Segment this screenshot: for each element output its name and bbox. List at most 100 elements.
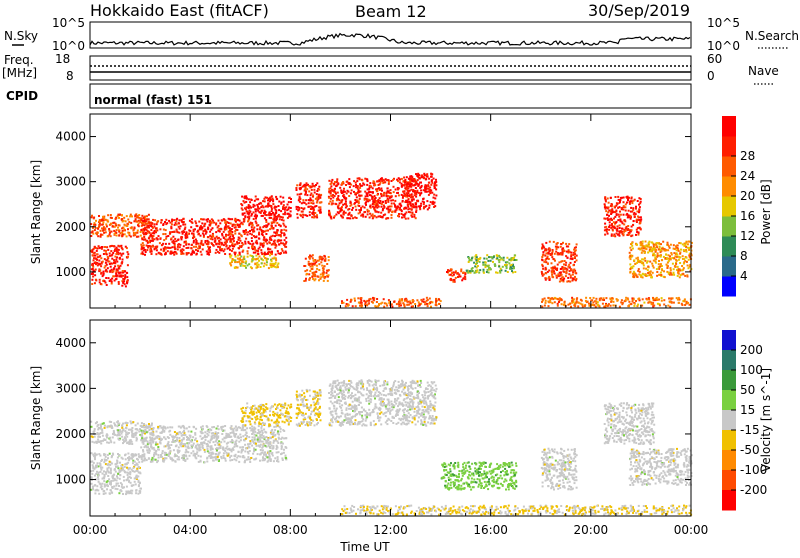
power-echo-cell: [91, 283, 93, 285]
power-echo-cell: [381, 195, 383, 197]
power-echo-cell: [316, 202, 318, 204]
power-echo-cell: [193, 240, 195, 242]
power-echo-cell: [113, 268, 115, 270]
power-echo-cell: [391, 211, 393, 213]
velocity-echo-cell: [105, 456, 107, 458]
power-echo-cell: [348, 213, 350, 215]
power-echo-cell: [238, 247, 240, 249]
power-echo-cell: [418, 304, 420, 306]
power-echo-cell: [314, 279, 316, 281]
power-echo-cell: [335, 185, 337, 187]
power-echo-cell: [298, 198, 300, 200]
power-echo-cell: [663, 270, 665, 272]
power-echo-cell: [337, 211, 339, 213]
velocity-echo-cell: [199, 444, 201, 446]
power-echo-cell: [184, 241, 186, 243]
power-echo-cell: [354, 300, 356, 302]
velocity-echo-cell: [102, 478, 104, 480]
power-echo-cell: [556, 277, 558, 279]
power-echo-cell: [629, 255, 631, 257]
power-echo-cell: [260, 249, 262, 251]
power-echo-cell: [230, 233, 232, 235]
power-echo-cell: [360, 215, 362, 217]
power-echo-cell: [238, 233, 240, 235]
power-echo-cell: [143, 233, 145, 235]
power-echo-cell: [670, 267, 672, 269]
power-echo-cell: [271, 208, 273, 210]
velocity-echo-cell: [135, 424, 137, 426]
power-echo-cell: [550, 254, 552, 256]
power-echo-cell: [392, 179, 394, 181]
power-echo-cell: [686, 261, 688, 263]
power-echo-cell: [572, 254, 574, 256]
power-echo-cell: [345, 207, 347, 209]
power-echo-cell: [658, 242, 660, 244]
power-echo-cell: [663, 304, 665, 306]
power-echo-cell: [157, 220, 159, 222]
power-echo-cell: [280, 210, 282, 212]
velocity-echo-cell: [151, 423, 153, 425]
power-echo-cell: [582, 305, 584, 307]
velocity-echo-cell: [108, 472, 110, 474]
power-echo-cell: [111, 245, 113, 247]
power-echo-cell: [265, 226, 267, 228]
power-echo-cell: [145, 223, 147, 225]
power-echo-cell: [355, 206, 357, 208]
power-echo-cell: [496, 257, 498, 259]
power-echo-region: [541, 241, 578, 283]
power-echo-cell: [374, 184, 376, 186]
power-echo-cell: [669, 306, 671, 308]
power-echo-cell: [638, 261, 640, 263]
power-echo-cell: [628, 305, 630, 307]
power-echo-cell: [310, 206, 312, 208]
power-echo-cell: [253, 235, 255, 237]
velocity-echo-cell: [106, 433, 108, 435]
velocity-echo-cell: [110, 471, 112, 473]
power-echo-cell: [609, 298, 611, 300]
power-echo-cell: [205, 231, 207, 233]
power-echo-cell: [209, 224, 211, 226]
power-echo-cell: [118, 217, 120, 219]
power-echo-cell: [653, 305, 655, 307]
power-echo-cell: [200, 235, 202, 237]
power-echo-cell: [99, 223, 101, 225]
power-echo-region: [90, 245, 129, 288]
power-echo-cell: [142, 247, 144, 249]
power-echo-cell: [211, 242, 213, 244]
power-echo-cell: [662, 241, 664, 243]
power-echo-cell: [275, 254, 277, 256]
power-echo-cell: [130, 222, 132, 224]
power-echo-cell: [118, 224, 120, 226]
velocity-echo-cell: [91, 477, 93, 479]
power-echo-cell: [406, 194, 408, 196]
velocity-echo-cell: [137, 459, 139, 461]
power-echo-cell: [648, 245, 650, 247]
power-echo-cell: [607, 217, 609, 219]
power-echo-cell: [131, 226, 133, 228]
velocity-echo-cell: [104, 427, 106, 429]
power-echo-cell: [122, 234, 124, 236]
power-echo-cell: [411, 208, 413, 210]
power-echo-cell: [133, 220, 135, 222]
power-echo-cell: [411, 212, 413, 214]
power-echo-cell: [240, 265, 242, 267]
power-echo-cell: [246, 198, 248, 200]
power-echo-cell: [309, 211, 311, 213]
power-echo-cell: [262, 226, 264, 228]
power-echo-cell: [362, 216, 364, 218]
velocity-echo-cell: [94, 492, 96, 494]
velocity-echo-cell: [91, 426, 93, 428]
power-echo-cell: [542, 251, 544, 253]
power-echo-cell: [376, 298, 378, 300]
power-echo-cell: [377, 199, 379, 201]
power-echo-cell: [624, 219, 626, 221]
power-echo-cell: [375, 197, 377, 199]
power-echo-cell: [104, 258, 106, 260]
power-echo-cell: [492, 261, 494, 263]
power-echo-cell: [412, 180, 414, 182]
power-echo-cell: [643, 273, 645, 275]
power-echo-cell: [309, 263, 311, 265]
power-echo-cell: [430, 201, 432, 203]
power-echo-cell: [234, 233, 236, 235]
power-echo-cell: [227, 226, 229, 228]
